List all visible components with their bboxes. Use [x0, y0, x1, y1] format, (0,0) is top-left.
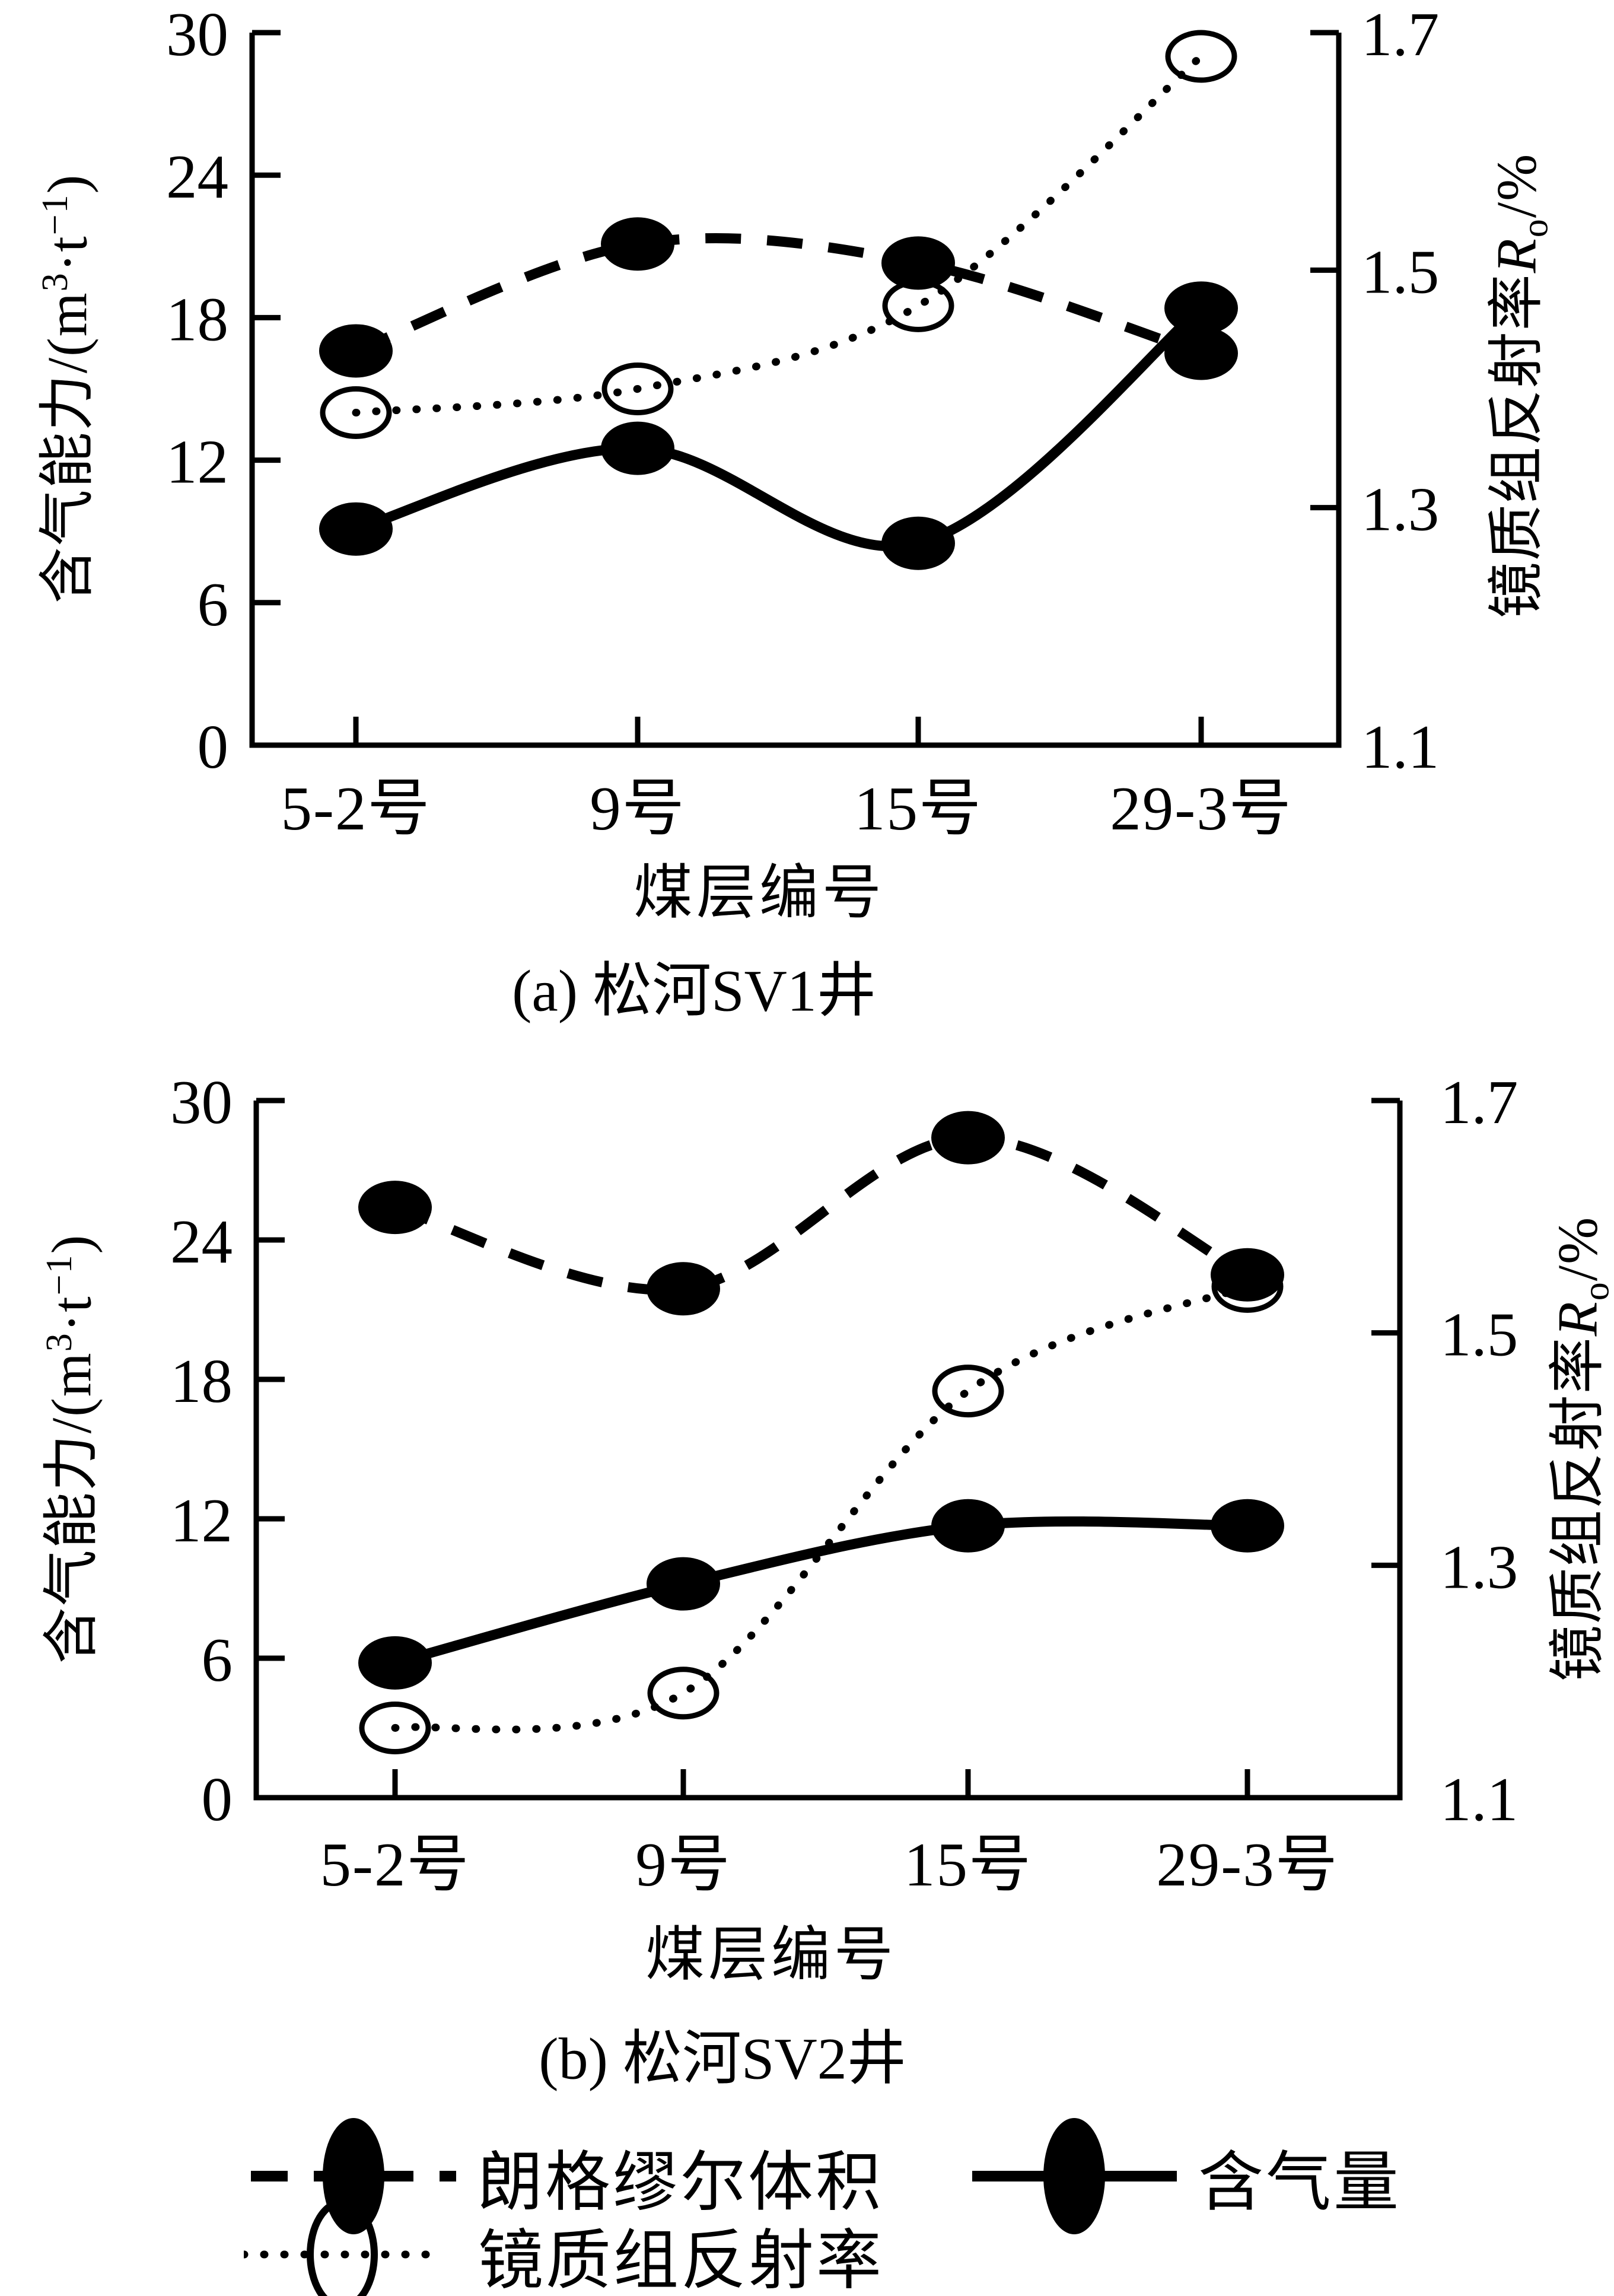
data-point-marker-open — [932, 1365, 1004, 1418]
data-point-marker-open — [359, 1702, 431, 1754]
right-tick-label: 1.3 — [1361, 475, 1439, 544]
series-2 — [320, 30, 1237, 440]
data-point-marker — [931, 1111, 1005, 1165]
x-tick-label: 29-3号 — [1110, 774, 1292, 843]
left-axis-title-dot-t: ·t — [36, 235, 99, 272]
left-tick-label: 6 — [198, 570, 229, 639]
series-0 — [319, 217, 1238, 380]
data-point-marker — [319, 502, 393, 556]
data-point-marker — [1164, 281, 1238, 335]
legend-item-langmuir: 朗格缪尔体积 — [251, 2117, 883, 2235]
right-tick-label: 1.1 — [1440, 1764, 1518, 1834]
right-tick-label: 1.7 — [1440, 1067, 1518, 1137]
left-tick-label: 12 — [170, 1486, 233, 1555]
left-tick-label: 18 — [170, 1346, 233, 1416]
data-point-marker — [601, 217, 674, 271]
tick-labels: 0 6 12 18 24 30 1.1 1.3 1.5 1.7 5-2号 9号 15号 29-3号 — [170, 1067, 1518, 1899]
data-point-marker — [358, 1181, 432, 1235]
data-point-marker-open — [1211, 1260, 1284, 1313]
right-axis-title-R: R — [1485, 237, 1548, 274]
axes — [253, 1098, 1403, 1801]
right-tick-label: 1.3 — [1440, 1532, 1518, 1601]
right-tick-label: 1.1 — [1361, 712, 1439, 781]
data-point-marker — [319, 324, 393, 378]
right-axis-title-text: 镜质组反射率 — [1485, 273, 1548, 619]
legend-item-gas-content: 含气量 — [972, 2117, 1401, 2235]
legend-row-1: 朗格缪尔体积 含气量 — [251, 2117, 1401, 2235]
data-point-marker-open — [647, 1667, 720, 1720]
x-tick-label: 5-2号 — [320, 1830, 470, 1899]
data-point-marker-open — [1165, 30, 1237, 83]
tick-labels: 0 6 12 18 24 30 1.1 1.3 1.5 1.7 5-2号 9号 15号 29-3号 — [166, 0, 1439, 843]
legend-label-reflectance: 镜质组反射率 — [478, 2225, 884, 2296]
left-tick-label: 0 — [198, 712, 229, 781]
legend-label-langmuir: 朗格缪尔体积 — [477, 2146, 883, 2219]
data-point-marker — [881, 516, 955, 570]
data-point-marker — [1211, 1499, 1284, 1553]
left-tick-label: 0 — [202, 1764, 233, 1834]
left-tick-label: 24 — [166, 142, 228, 211]
data-point-marker — [931, 1499, 1005, 1553]
left-axis-title-sup-1: −1 — [34, 193, 75, 236]
x-tick-label: 9号 — [590, 774, 686, 843]
left-tick-label: 24 — [170, 1207, 233, 1276]
series-1 — [358, 1499, 1284, 1690]
x-tick-label: 15号 — [854, 774, 982, 843]
series-0 — [358, 1111, 1284, 1316]
data-point-marker-open — [601, 362, 674, 415]
data-point-marker — [1164, 326, 1238, 380]
left-tick-label: 12 — [166, 427, 228, 497]
data-point-marker-open — [320, 386, 392, 440]
right-tick-label: 1.5 — [1440, 1300, 1518, 1369]
data-point-marker-open — [882, 279, 954, 332]
data-point-marker — [647, 1557, 720, 1611]
data-point-marker — [601, 421, 674, 475]
panel-b-left-axis-title: 含气能力/(m3·t−1) — [39, 1233, 103, 1664]
data-point-marker — [358, 1636, 432, 1690]
right-axis-title-sub-o: o — [1515, 218, 1556, 238]
panel-a-plot: 0 6 12 18 24 30 1.1 1.3 1.5 1.7 5-2号 9号 15号 29-3号 — [166, 0, 1439, 843]
x-tick-label: 15号 — [904, 1830, 1032, 1899]
panel-b-caption: (b) 松河SV2井 — [539, 2025, 906, 2092]
left-tick-label: 6 — [202, 1625, 233, 1694]
legend-label-gas-content: 含气量 — [1198, 2146, 1401, 2219]
right-tick-label: 1.5 — [1361, 237, 1439, 306]
right-axis-title-percent: /% — [1485, 152, 1548, 218]
x-tick-label: 5-2号 — [281, 774, 431, 843]
x-tick-label: 9号 — [635, 1830, 731, 1899]
panel-b-plot: 0 6 12 18 24 30 1.1 1.3 1.5 1.7 5-2号 9号 15号 29-3号 — [170, 1067, 1518, 1899]
left-axis-title-text: 含气能力/(m — [36, 291, 99, 604]
legend: 朗格缪尔体积 含气量 镜质组反射率 — [0, 2094, 1614, 2296]
series-2 — [359, 1260, 1284, 1754]
panel-a-left-axis-title: 含气能力/(m3·t−1) — [22, 174, 103, 604]
left-tick-label: 30 — [166, 0, 228, 69]
panel-a-x-axis-title: 煤层编号 — [633, 860, 885, 926]
panel-a-right-axis-title: 镜质组反射率Ro/% — [1471, 153, 1557, 619]
series-1 — [319, 281, 1238, 570]
data-point-marker — [1211, 1248, 1284, 1302]
right-tick-label: 1.7 — [1361, 0, 1439, 69]
axes — [249, 30, 1342, 748]
left-axis-title-sup3: 3 — [34, 272, 75, 292]
legend-item-reflectance: 镜质组反射率 — [244, 2195, 884, 2296]
dotted-line-sample-icon — [244, 2199, 441, 2296]
panel-b-right-axis-title: 镜质组反射率Ro/% — [1546, 1216, 1614, 1682]
left-axis-title-close: ) — [36, 173, 99, 194]
panel-a-caption: (a) 松河SV1井 — [512, 958, 876, 1024]
data-point-marker — [881, 236, 955, 290]
data-point-marker — [647, 1262, 720, 1316]
left-tick-label: 18 — [166, 284, 228, 354]
panel-b-x-axis-title: 煤层编号 — [645, 1922, 897, 1988]
x-tick-label: 29-3号 — [1156, 1830, 1338, 1899]
left-tick-label: 30 — [170, 1067, 233, 1137]
solid-line-sample-icon — [972, 2118, 1177, 2234]
legend-row-2: 镜质组反射率 — [244, 2195, 884, 2296]
